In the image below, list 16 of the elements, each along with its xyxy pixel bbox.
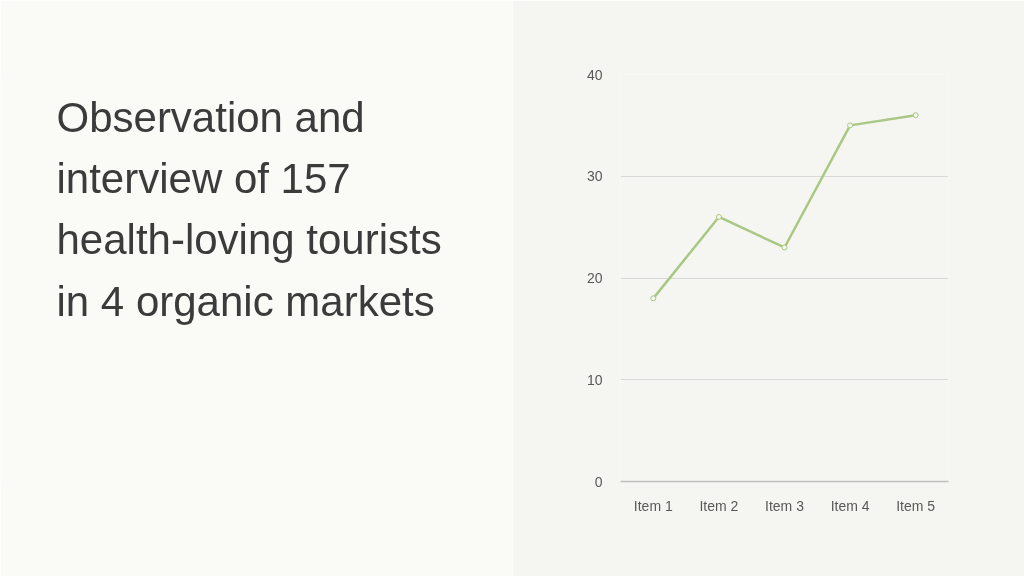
x-tick-label: Item 2 <box>699 497 739 514</box>
x-tick-label: Item 1 <box>633 497 673 514</box>
x-tick-label: Item 4 <box>830 497 870 514</box>
y-tick-label: 40 <box>586 66 603 83</box>
point <box>912 112 919 119</box>
point <box>847 122 854 129</box>
x-tick-label: Item 3 <box>765 497 805 514</box>
point <box>650 295 657 302</box>
text: Observation and interview of 157 health-loving tourists in 4 organic markets <box>56 94 442 325</box>
y-tick-label: 20 <box>586 270 603 286</box>
y-tick-label: 30 <box>586 168 603 185</box>
y-tick-label: 10 <box>586 371 603 388</box>
x-tick-label: Item 5 <box>896 497 936 514</box>
point <box>715 213 722 220</box>
point <box>781 244 788 251</box>
y-tick-label: 0 <box>594 473 603 490</box>
